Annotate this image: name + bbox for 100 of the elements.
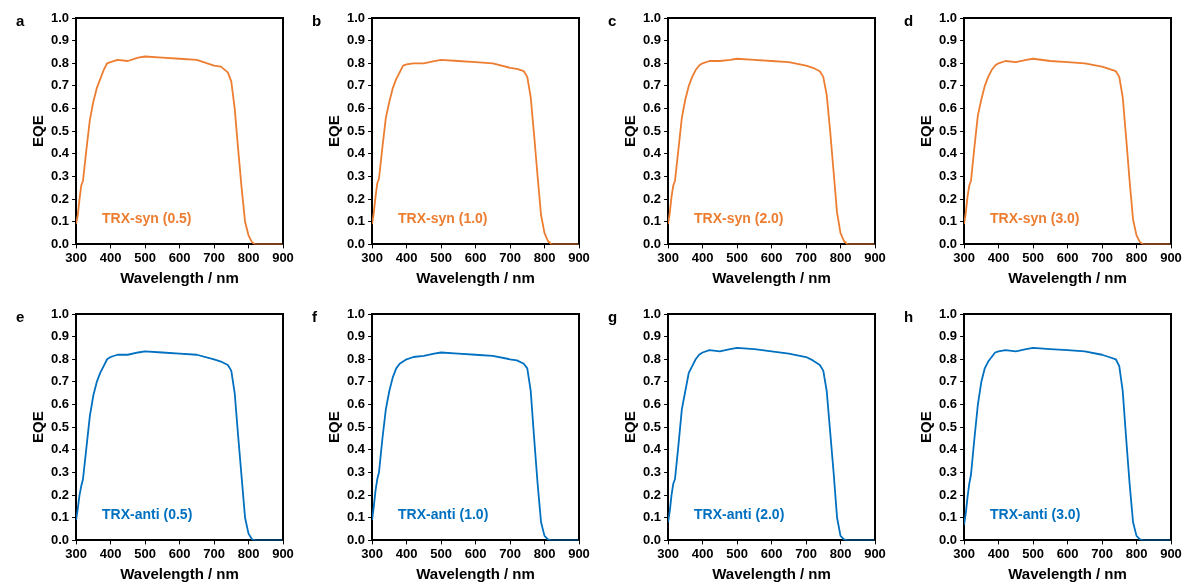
x-tick-label: 700 [203, 545, 225, 561]
x-tick-label: 300 [65, 545, 87, 561]
series-label: TRX-syn (2.0) [694, 210, 784, 227]
x-tick-label: 900 [272, 249, 294, 265]
y-tick-label: 0.1 [50, 213, 70, 229]
y-tick-label: 0.7 [642, 373, 662, 389]
x-tick-label: 800 [533, 545, 556, 561]
x-tick-label: 400 [691, 249, 714, 265]
y-tick-label: 0.1 [346, 213, 366, 229]
y-tick-label: 0.8 [50, 54, 70, 70]
y-tick-label: 0.6 [50, 100, 70, 116]
y-tick-label: 0.6 [642, 396, 662, 412]
y-tick-label: 0.2 [346, 190, 366, 206]
y-tick-label: 0.1 [346, 509, 366, 525]
x-tick-label: 900 [272, 545, 294, 561]
y-tick-label: 0.5 [346, 122, 366, 138]
y-tick-label: 0.3 [50, 168, 70, 184]
y-tick-label: 0.5 [938, 418, 958, 434]
x-tick-label: 500 [134, 249, 156, 265]
y-tick-label: 0.3 [642, 464, 662, 480]
y-tick-label: 0.3 [346, 464, 366, 480]
y-tick-label: 0.4 [642, 441, 662, 457]
y-tick-label: 0.6 [346, 100, 366, 116]
x-tick-label: 900 [1160, 249, 1182, 265]
x-tick-label: 400 [395, 249, 418, 265]
x-tick-label: 500 [1022, 545, 1044, 561]
y-axis-title: EQE [621, 411, 639, 444]
x-tick-label: 600 [168, 545, 191, 561]
y-tick-label: 0.5 [50, 122, 70, 138]
y-tick-label: 1.0 [346, 9, 366, 25]
y-tick-label: 0.7 [938, 373, 958, 389]
y-tick-label: 0.6 [642, 100, 662, 116]
series-label: TRX-anti (0.5) [102, 506, 193, 523]
y-tick-label: 0.8 [50, 350, 70, 366]
y-tick-label: 0.1 [938, 213, 958, 229]
chart-title: e [16, 307, 25, 325]
x-tick-label: 900 [568, 249, 590, 265]
x-tick-label: 500 [430, 545, 452, 561]
y-tick-label: 1.0 [642, 305, 662, 321]
x-tick-label: 500 [726, 249, 748, 265]
y-tick-label: 0.9 [346, 328, 366, 344]
x-tick-label: 500 [430, 249, 452, 265]
x-axis-title: Wavelength / nm [416, 565, 535, 583]
x-tick-label: 600 [760, 249, 783, 265]
x-tick-label: 600 [760, 545, 783, 561]
y-tick-label: 0.4 [642, 145, 662, 161]
y-tick-label: 0.4 [938, 441, 958, 457]
y-axis-title: EQE [621, 115, 639, 148]
x-tick-label: 600 [168, 249, 191, 265]
y-tick-label: 0.7 [50, 77, 70, 93]
y-tick-label: 1.0 [50, 305, 70, 321]
x-tick-label: 300 [953, 545, 975, 561]
x-tick-label: 600 [1056, 249, 1079, 265]
x-tick-label: 300 [65, 249, 87, 265]
chart-title: h [904, 307, 914, 325]
y-tick-label: 0.9 [642, 328, 662, 344]
y-tick-label: 0.0 [50, 531, 70, 547]
x-tick-label: 700 [1091, 249, 1113, 265]
y-tick-label: 0.4 [346, 145, 366, 161]
x-tick-label: 900 [864, 545, 886, 561]
x-tick-label: 400 [99, 249, 122, 265]
y-tick-label: 0.3 [938, 464, 958, 480]
x-tick-label: 900 [1160, 545, 1182, 561]
y-tick-label: 0.9 [938, 32, 958, 48]
y-tick-label: 0.2 [642, 190, 662, 206]
y-tick-label: 0.7 [346, 373, 366, 389]
y-tick-label: 0.0 [938, 531, 958, 547]
y-tick-label: 0.1 [50, 509, 70, 525]
y-tick-label: 1.0 [50, 9, 70, 25]
x-axis-title: Wavelength / nm [712, 565, 831, 583]
x-tick-label: 300 [361, 249, 383, 265]
y-tick-label: 0.0 [642, 235, 662, 251]
x-tick-label: 300 [657, 249, 679, 265]
y-tick-label: 1.0 [642, 9, 662, 25]
y-tick-label: 0.7 [938, 77, 958, 93]
x-tick-label: 400 [395, 545, 418, 561]
y-tick-label: 0.1 [642, 509, 662, 525]
chart-title: b [312, 11, 322, 29]
y-tick-label: 0.6 [938, 396, 958, 412]
y-tick-label: 0.5 [938, 122, 958, 138]
y-tick-label: 1.0 [346, 305, 366, 321]
x-tick-label: 600 [464, 545, 487, 561]
series-label: TRX-anti (3.0) [990, 506, 1081, 523]
x-axis-title: Wavelength / nm [120, 565, 239, 583]
x-axis-title: Wavelength / nm [416, 269, 535, 287]
x-axis-title: Wavelength / nm [712, 269, 831, 287]
y-tick-label: 0.6 [346, 396, 366, 412]
y-tick-label: 0.4 [50, 145, 70, 161]
y-tick-label: 0.9 [50, 328, 70, 344]
series-label: TRX-anti (1.0) [398, 506, 489, 523]
chart-title: a [16, 11, 25, 29]
y-tick-label: 0.4 [50, 441, 70, 457]
series-label: TRX-syn (0.5) [102, 210, 192, 227]
x-tick-label: 300 [953, 249, 975, 265]
y-tick-label: 0.8 [346, 350, 366, 366]
x-tick-label: 600 [1056, 545, 1079, 561]
x-tick-label: 800 [237, 249, 260, 265]
x-tick-label: 800 [237, 545, 260, 561]
y-tick-label: 1.0 [938, 9, 958, 25]
y-tick-label: 0.5 [346, 418, 366, 434]
